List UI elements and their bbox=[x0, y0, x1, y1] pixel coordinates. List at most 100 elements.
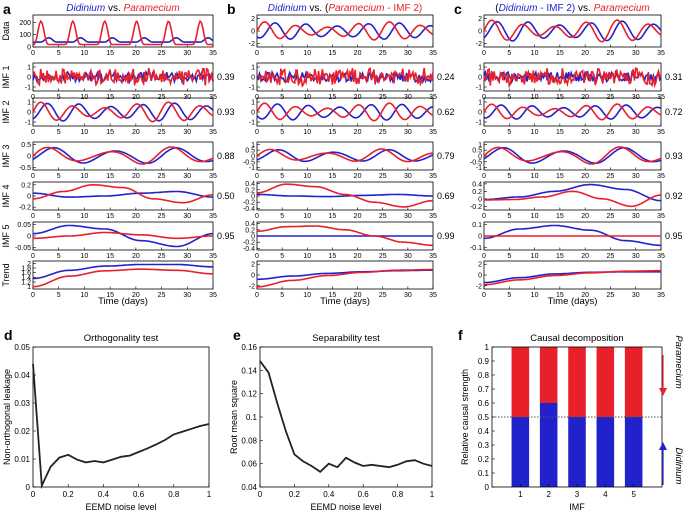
x-tick-label: 20 bbox=[354, 94, 362, 101]
side-label-didinium: Didinium bbox=[673, 448, 684, 485]
x-tick-label: 15 bbox=[329, 94, 337, 101]
correlation-value: 0.92 bbox=[665, 191, 683, 201]
series-line-blue bbox=[256, 148, 434, 163]
x-tick-label: 5 bbox=[57, 94, 61, 101]
x-tick-label: 15 bbox=[556, 129, 564, 136]
x-tick-label: 20 bbox=[354, 129, 362, 136]
x-tick-label: 5 bbox=[280, 292, 284, 299]
x-tick-label: 10 bbox=[303, 292, 311, 299]
y-tick-label: 0.2 bbox=[472, 189, 482, 196]
panel-d: d Orthogonality test 0 0.2 0.4 0.6 0.8 1 0 0.01 0.… bbox=[2, 327, 212, 512]
series-line-blue bbox=[257, 193, 433, 198]
x-tick-label: 30 bbox=[183, 213, 191, 220]
correlation-value: 0.31 bbox=[665, 72, 683, 82]
x-tick-label: 30 bbox=[183, 50, 191, 57]
x-tick-label: 0 bbox=[482, 129, 486, 136]
panel-title: Separability test bbox=[312, 333, 380, 344]
x-tick-label: 15 bbox=[556, 173, 564, 180]
x-tick-label: 25 bbox=[379, 94, 387, 101]
y-tick-label: -0.2 bbox=[243, 200, 255, 207]
x-tick-label: 35 bbox=[429, 129, 437, 136]
row-label: IMF 2 bbox=[1, 100, 11, 123]
x-tick-label: 25 bbox=[158, 129, 166, 136]
x-tick-label: 20 bbox=[132, 253, 140, 260]
y-tick-label: 1.4 bbox=[21, 275, 31, 282]
correlation-value: 0.93 bbox=[217, 107, 235, 117]
x-tick-label: 5 bbox=[280, 173, 284, 180]
y-tick-label: 0 bbox=[478, 75, 482, 82]
y-tick-label: 0.03 bbox=[14, 399, 30, 408]
x-tick-label: 10 bbox=[303, 213, 311, 220]
x-tick-label: 30 bbox=[404, 94, 412, 101]
x-tick-label: 15 bbox=[556, 213, 564, 220]
x-tick-label: 0 bbox=[482, 94, 486, 101]
x-tick-label: 35 bbox=[429, 173, 437, 180]
y-tick-label: 0.02 bbox=[14, 427, 30, 436]
y-tick-label: 0.4 bbox=[472, 181, 482, 188]
series-line-red bbox=[33, 184, 213, 204]
x-tick-label: 15 bbox=[329, 292, 337, 299]
x-tick-label: 0 bbox=[31, 129, 35, 136]
x-tick-label: 10 bbox=[81, 50, 89, 57]
y-tick-label: 1 bbox=[478, 142, 482, 149]
series-line-red bbox=[484, 190, 661, 208]
x-tick-label: 10 bbox=[303, 173, 311, 180]
y-tick-label: 0 bbox=[251, 154, 255, 161]
y-tick-label: -0.4 bbox=[243, 246, 255, 253]
x-tick-label: 10 bbox=[531, 253, 539, 260]
series-line-red bbox=[32, 19, 213, 46]
imf-row: -0.100.10.950 5 10 15 20 25 30 35 bbox=[470, 221, 683, 260]
plot-frame bbox=[32, 346, 210, 488]
panel-title: Orthogonality test bbox=[84, 333, 159, 344]
series-line-red bbox=[256, 102, 434, 122]
x-tick-label: 5 bbox=[57, 129, 61, 136]
y-tick-label: 0.2 bbox=[478, 455, 490, 464]
x-tick-label: 35 bbox=[657, 173, 665, 180]
x-tick-label: 15 bbox=[556, 94, 564, 101]
x-tick-label: 10 bbox=[81, 253, 89, 260]
x-tick-label: 15 bbox=[329, 173, 337, 180]
y-tick-label: 0.4 bbox=[245, 181, 255, 188]
series-line-red bbox=[32, 67, 214, 87]
x-tick-label: 5 bbox=[507, 253, 511, 260]
series-line-blue bbox=[33, 190, 213, 198]
y-tick-label: 2 bbox=[251, 16, 255, 23]
series-line-red bbox=[256, 21, 434, 41]
x-tick-label: 30 bbox=[183, 94, 191, 101]
x-tick-label: 5 bbox=[507, 173, 511, 180]
panel-title: Causal decomposition bbox=[530, 333, 623, 344]
x-tick-label: 15 bbox=[106, 213, 114, 220]
series-line-blue bbox=[33, 36, 214, 43]
x-tick-label: 20 bbox=[581, 50, 589, 57]
x-tick-label: 15 bbox=[106, 50, 114, 57]
x-tick-label: 25 bbox=[158, 253, 166, 260]
x-tick-label: 35 bbox=[657, 94, 665, 101]
y-tick-label: -1 bbox=[476, 120, 482, 127]
x-tick-label: 30 bbox=[404, 50, 412, 57]
y-tick-label: -1 bbox=[476, 165, 482, 172]
series-line bbox=[32, 363, 210, 490]
y-tick-label: 0.2 bbox=[245, 187, 255, 194]
x-tick-label: 30 bbox=[632, 253, 640, 260]
series-line-red bbox=[483, 103, 662, 121]
x-tick-label: 5 bbox=[57, 253, 61, 260]
y-tick-label: 0.1 bbox=[472, 222, 482, 229]
series-line-blue bbox=[32, 146, 214, 165]
x-axis-label: Time (days) bbox=[98, 296, 148, 307]
y-tick-label: 0.5 bbox=[245, 148, 255, 155]
panel-letter: d bbox=[4, 327, 13, 343]
panel-title: (Didinium - IMF 2) vs. Paramecium bbox=[495, 3, 650, 14]
x-tick-label: 0 bbox=[255, 253, 259, 260]
bar-paramecium bbox=[624, 347, 643, 417]
row-label: IMF 3 bbox=[1, 144, 11, 167]
y-tick-label: 1 bbox=[478, 65, 482, 72]
x-tick-label: 35 bbox=[429, 213, 437, 220]
row-label: Trend bbox=[1, 263, 11, 286]
y-tick-label: 0.16 bbox=[241, 343, 257, 352]
x-tick-label: 0 bbox=[482, 253, 486, 260]
y-tick-label: 0.04 bbox=[14, 371, 30, 380]
imf-row: 0 100 200 Data 0 5 10 15 20 25 30 35 bbox=[1, 14, 217, 57]
